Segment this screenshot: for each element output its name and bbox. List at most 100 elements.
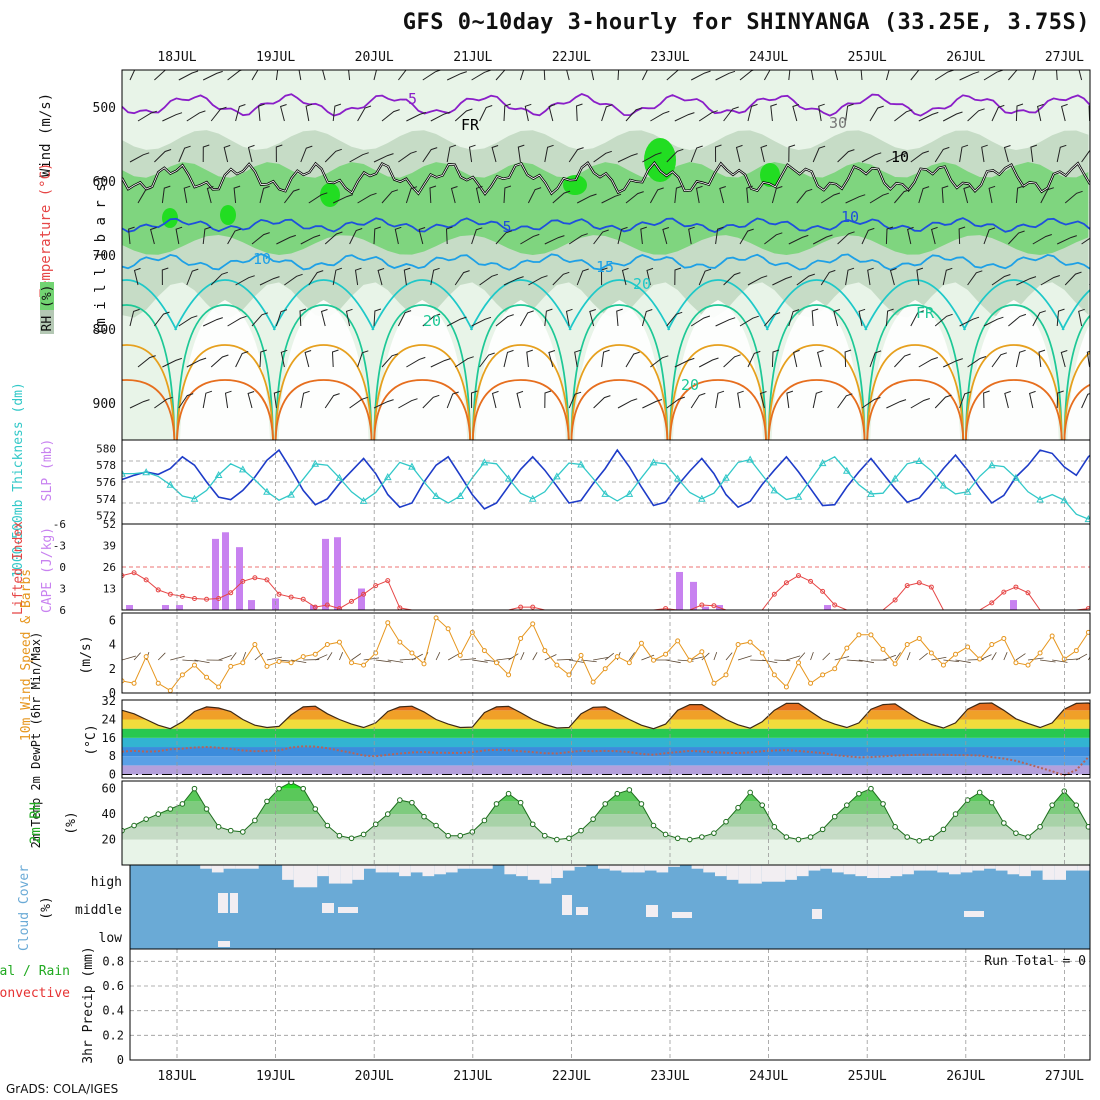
wind-barb-10m bbox=[931, 656, 947, 661]
wind-barb bbox=[991, 352, 1007, 368]
rh2m-marker bbox=[264, 798, 270, 805]
wind-barb bbox=[284, 273, 303, 286]
axis-labels: 18JUL 18JUL 19JUL 19JUL 20JUL 20JUL 21JUL 21JUL… bbox=[93, 50, 1085, 1084]
wind-barb bbox=[284, 188, 300, 204]
wind10m-panel: 6 4 2 0 bbox=[109, 613, 1090, 700]
wind-barb bbox=[746, 185, 753, 204]
li-marker bbox=[361, 591, 367, 597]
wind-barb bbox=[690, 145, 703, 163]
panel-frame bbox=[121, 612, 1091, 694]
wind-barb-10m bbox=[774, 659, 791, 662]
cape-bar bbox=[162, 605, 169, 610]
wind-barb bbox=[430, 358, 451, 368]
wind-barb-10m bbox=[363, 657, 380, 661]
rh2m-panel-labels: 2m RH (%) bbox=[28, 802, 79, 844]
t2-band bbox=[122, 703, 1090, 711]
wind-barb-10m bbox=[810, 651, 814, 661]
li-tick: 0 bbox=[59, 561, 66, 574]
wind-barb bbox=[649, 187, 664, 204]
wind-barb bbox=[885, 226, 894, 245]
li-marker bbox=[122, 573, 125, 579]
rh2m-marker bbox=[203, 806, 210, 812]
wind-barb bbox=[565, 308, 573, 327]
wind-barb bbox=[1008, 230, 1025, 245]
wind-barb bbox=[991, 104, 1005, 122]
wind-barb bbox=[322, 70, 326, 81]
slp-marker bbox=[625, 489, 634, 497]
cape-axis-label: CAPE (J/kg) bbox=[40, 527, 55, 613]
wind-speed-marker bbox=[445, 626, 451, 632]
cloud-high-cell bbox=[399, 865, 411, 877]
wind-barb-10m bbox=[351, 653, 362, 661]
wind-barb bbox=[715, 226, 724, 245]
wind-barb bbox=[406, 356, 426, 368]
wind-barb-10m bbox=[447, 653, 459, 661]
wind-speed-marker bbox=[687, 657, 693, 663]
slp-marker bbox=[311, 459, 320, 467]
wind-barb bbox=[601, 193, 622, 204]
rh2m-marker bbox=[397, 797, 403, 803]
pressure-tick: 900 bbox=[93, 397, 116, 412]
wind-barb-10m bbox=[170, 655, 185, 661]
wind-barb bbox=[714, 144, 722, 163]
wind-barb bbox=[820, 269, 836, 286]
wind-barb bbox=[475, 185, 483, 204]
wind-barb bbox=[398, 398, 418, 409]
date-label-top: 25JUL bbox=[848, 50, 887, 65]
wind-barb-10m bbox=[218, 654, 232, 661]
wind-barb bbox=[406, 111, 426, 122]
wind-barb bbox=[235, 275, 255, 286]
slp-marker bbox=[842, 466, 851, 474]
wind-barb bbox=[988, 185, 996, 204]
rh-marks bbox=[122, 781, 1090, 865]
wind-barb bbox=[275, 144, 283, 163]
wind-barb-10m bbox=[834, 656, 850, 661]
wind-barb bbox=[526, 349, 533, 368]
cloud-high-cell bbox=[211, 865, 224, 873]
wind-barb bbox=[129, 152, 150, 163]
wind-barb bbox=[771, 186, 783, 204]
wind-barb-10m bbox=[798, 652, 806, 661]
slp-marker bbox=[939, 481, 948, 489]
wind-barb bbox=[674, 357, 695, 368]
rh2m-panel: 60 40 20 bbox=[102, 781, 1090, 865]
wind-barb bbox=[137, 187, 152, 204]
stability-panel-labels: Lifted Index CAPE (J/kg) bbox=[11, 521, 55, 615]
wind-barb bbox=[202, 390, 213, 409]
wind-barb bbox=[788, 144, 796, 163]
contour-label: FR bbox=[461, 116, 480, 134]
wind-speed-marker bbox=[832, 666, 838, 672]
wind-barb bbox=[210, 354, 229, 368]
wind-speed-marker bbox=[1073, 648, 1079, 654]
wind-barb bbox=[300, 145, 313, 163]
cloud-mid-cell bbox=[672, 912, 692, 918]
wind-barb bbox=[468, 144, 476, 163]
wind-barb bbox=[698, 110, 718, 122]
wind-barb bbox=[650, 110, 670, 122]
cloud-high-cell bbox=[598, 865, 610, 869]
wind-barb-10m bbox=[556, 658, 573, 661]
wind-barb bbox=[227, 70, 244, 81]
rh2m-marker bbox=[699, 834, 705, 840]
temp2m-tick: 8 bbox=[109, 749, 116, 763]
wind-barb-10m bbox=[508, 653, 519, 661]
wind-barb bbox=[666, 148, 684, 163]
wind-barb bbox=[981, 144, 988, 163]
wind-barb-10m bbox=[725, 652, 733, 661]
wind-barb bbox=[454, 270, 470, 286]
wind-barb bbox=[991, 274, 1011, 286]
wind-barb bbox=[820, 192, 841, 204]
wind-barb bbox=[719, 186, 726, 204]
contour-label: FR bbox=[916, 304, 935, 322]
pressure-panel-labels: 1000-500mb Thickness (dm) SLP (mb) bbox=[11, 382, 55, 578]
wind-speed-marker bbox=[771, 672, 777, 678]
wind-barb bbox=[137, 110, 157, 122]
wind-speed-marker bbox=[759, 650, 765, 656]
wind-barb bbox=[593, 395, 611, 409]
rh2m-marker bbox=[191, 785, 198, 792]
thickness-tick: 578 bbox=[96, 459, 116, 472]
wind-barb bbox=[715, 390, 725, 409]
wind-barb bbox=[739, 228, 754, 245]
precip-tick: 0 bbox=[117, 1053, 124, 1067]
cloud-high-cell bbox=[984, 865, 996, 869]
